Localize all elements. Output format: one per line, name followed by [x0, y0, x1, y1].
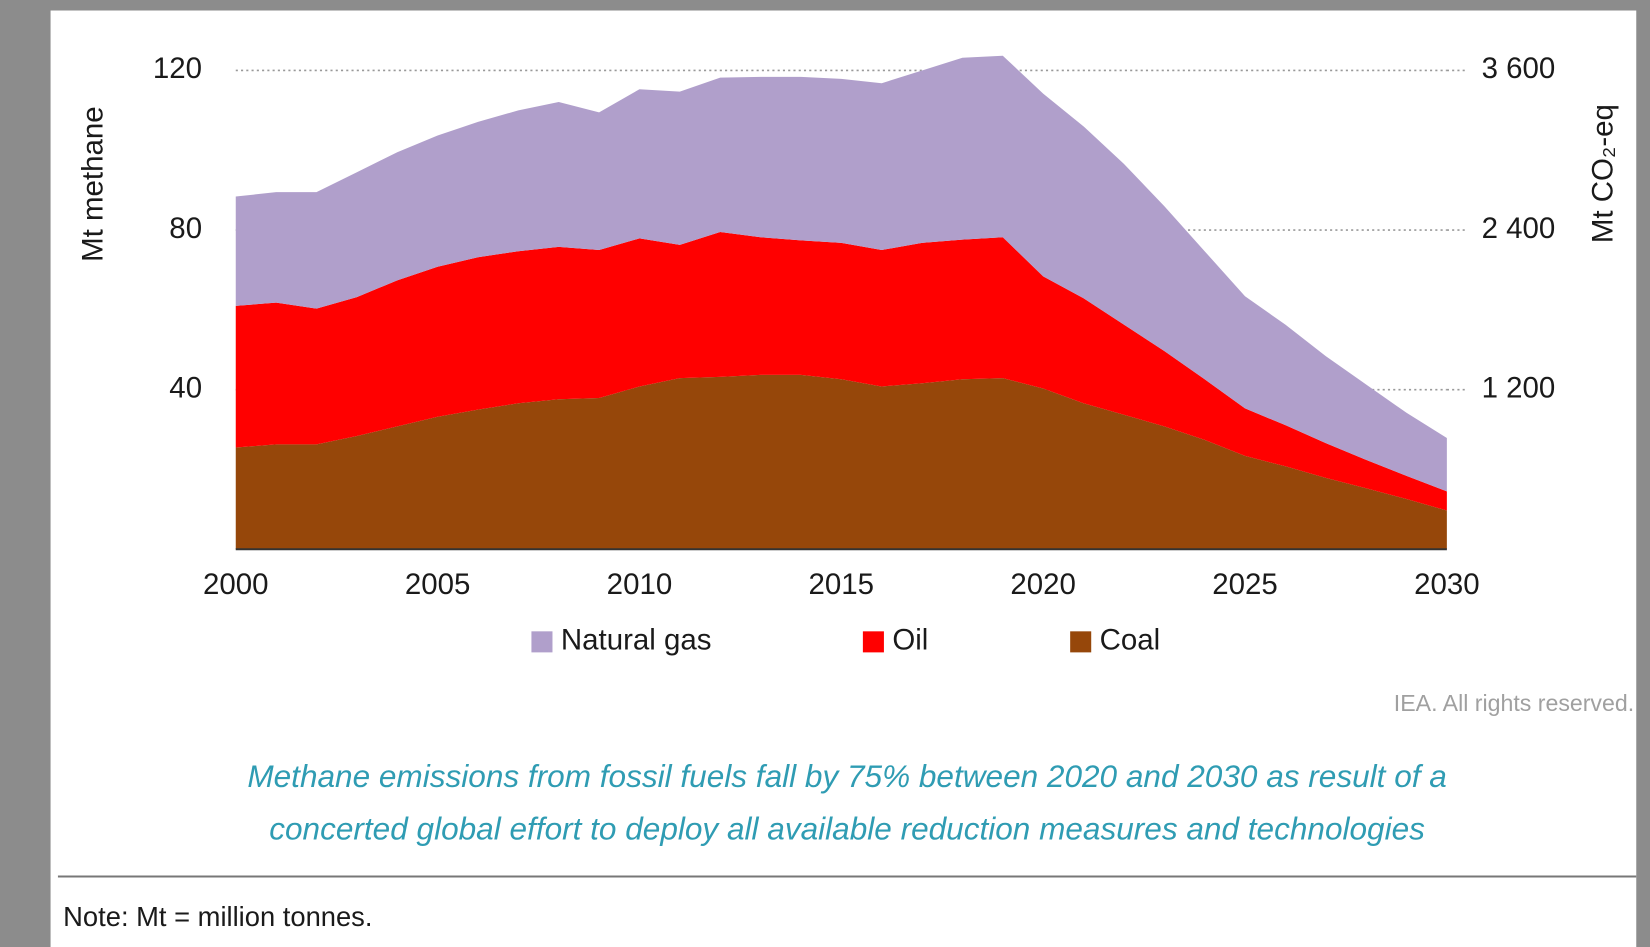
note: Note: Mt = million tonnes. [63, 901, 372, 932]
legend-label: Coal [1100, 624, 1161, 657]
area [235, 55, 1447, 492]
area [235, 374, 1447, 550]
y2-axis-title: Mt CO₂-eq [1586, 104, 1619, 243]
legend-swatch [862, 631, 884, 653]
legend-label: Oil [892, 624, 928, 657]
y-tick-label: 40 [169, 371, 202, 404]
legend: Natural gas Oil Coal [531, 624, 1160, 657]
caption-line: concerted global effort to deploy all av… [269, 811, 1425, 847]
x-tick-label: 2020 [1010, 568, 1076, 601]
y2-tick-label: 1 200 [1482, 371, 1556, 404]
y2-tick-label: 2 400 [1482, 212, 1556, 245]
x-tick-label: 2030 [1414, 568, 1480, 601]
x-tick-label: 2000 [203, 568, 269, 601]
legend-swatch [531, 631, 553, 653]
areas [235, 55, 1447, 550]
caption-line: Methane emissions from fossil fuels fall… [247, 758, 1446, 794]
y-axis-title: Mt methane [77, 106, 110, 262]
area [235, 232, 1447, 511]
legend-swatch [1070, 631, 1092, 653]
y2-tick-label: 3 600 [1482, 52, 1556, 85]
legend-label: Natural gas [561, 624, 712, 657]
y-tick-label: 120 [153, 52, 202, 85]
x-tick-label: 2025 [1212, 568, 1278, 601]
y-tick-label: 80 [169, 212, 202, 245]
x-tick-label: 2010 [607, 568, 673, 601]
source: IEA. All rights reserved. [1394, 690, 1634, 716]
x-tick-label: 2005 [405, 568, 471, 601]
x-tick-label: 2015 [809, 568, 875, 601]
